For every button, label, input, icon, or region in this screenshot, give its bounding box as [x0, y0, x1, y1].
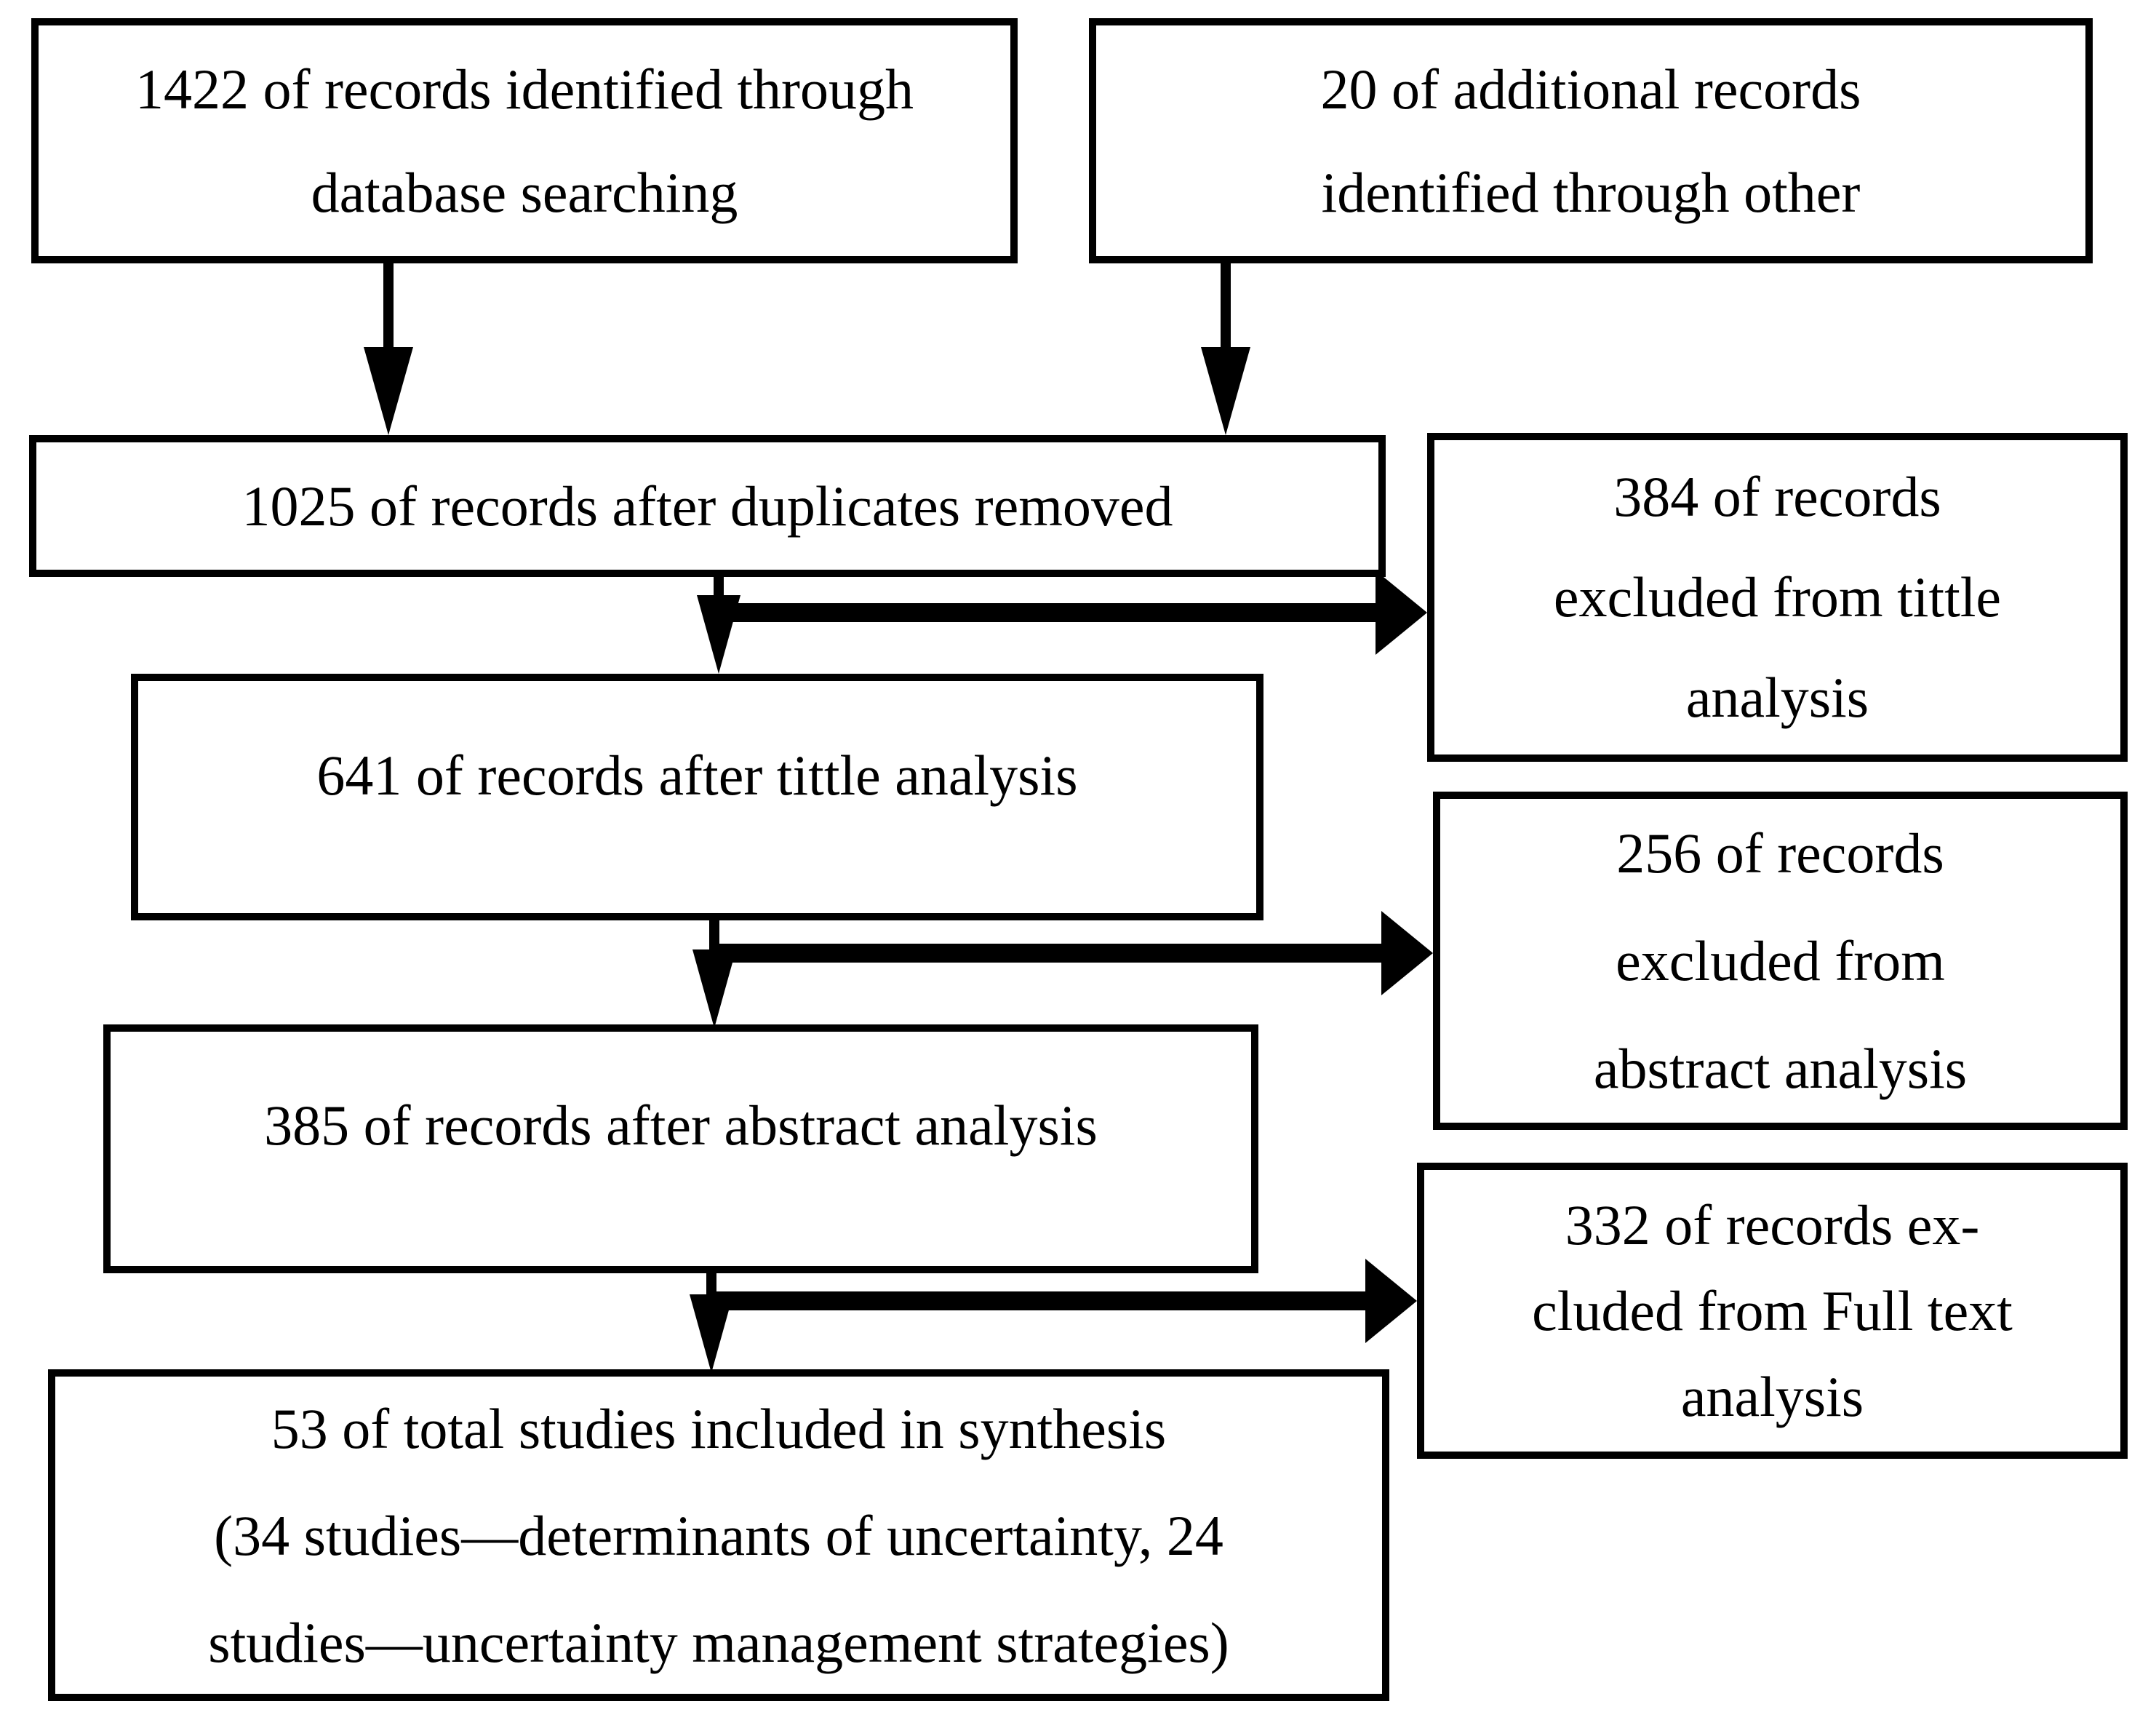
box-text-line: 256 of records: [1616, 821, 1944, 885]
arrowhead-down-icon: [692, 949, 736, 1028]
arrow-shaft: [714, 603, 1377, 622]
arrow-shaft: [383, 262, 394, 348]
box-text-line: cluded from Full text: [1532, 1278, 2013, 1342]
arrowhead-right-icon: [1365, 1259, 1417, 1343]
box-text-line: 53 of total studies included in synthesi…: [271, 1396, 1167, 1460]
box-text-line: 385 of records after abstract analysis: [264, 1093, 1098, 1157]
box-text-line: 1422 of records identified through: [135, 57, 914, 121]
box-text-line: analysis: [1685, 666, 1869, 729]
box-records-after-title: 641 of records after tittle analysis: [131, 674, 1263, 920]
box-excluded-fulltext-analysis: 332 of records ex- cluded from Full text…: [1417, 1163, 2128, 1459]
arrow-shaft: [709, 944, 1381, 963]
box-text-line: 332 of records ex-: [1565, 1193, 1980, 1257]
box-text-line: excluded from: [1616, 928, 1945, 992]
box-excluded-abstract-analysis: 256 of records excluded from abstract an…: [1433, 792, 2128, 1130]
box-records-after-abstract: 385 of records after abstract analysis: [103, 1024, 1258, 1273]
box-text-line: 384 of records: [1613, 465, 1941, 528]
arrow-shaft: [706, 1291, 1365, 1310]
box-text-line: excluded from tittle: [1553, 565, 2002, 629]
arrowhead-right-icon: [1381, 911, 1433, 995]
box-records-after-duplicates: 1025 of records after duplicates removed: [29, 435, 1386, 577]
arrowhead-right-icon: [1376, 570, 1427, 655]
box-text-line: 20 of additional records: [1320, 57, 1861, 121]
box-text-line: abstract analysis: [1593, 1036, 1968, 1100]
box-excluded-title-analysis: 384 of records excluded from tittle anal…: [1427, 433, 2128, 762]
arrow-shaft: [1221, 262, 1231, 348]
box-text-line: database searching: [311, 160, 738, 224]
box-text-line: 641 of records after tittle analysis: [316, 743, 1078, 807]
box-text-line: 1025 of records after duplicates removed: [241, 474, 1173, 538]
box-text-line: studies—uncertainty management strategie…: [208, 1610, 1229, 1674]
arrowhead-down-icon: [364, 347, 413, 435]
box-text-line: analysis: [1680, 1364, 1864, 1428]
box-records-identified-database: 1422 of records identified through datab…: [31, 18, 1018, 263]
arrowhead-down-icon: [1201, 347, 1250, 435]
box-text-line: (34 studies—determinants of uncertainty,…: [214, 1503, 1223, 1567]
box-studies-included-synthesis: 53 of total studies included in synthesi…: [48, 1369, 1389, 1701]
box-records-identified-other: 20 of additional records identified thro…: [1089, 18, 2093, 263]
box-text-line: identified through other: [1321, 160, 1861, 224]
